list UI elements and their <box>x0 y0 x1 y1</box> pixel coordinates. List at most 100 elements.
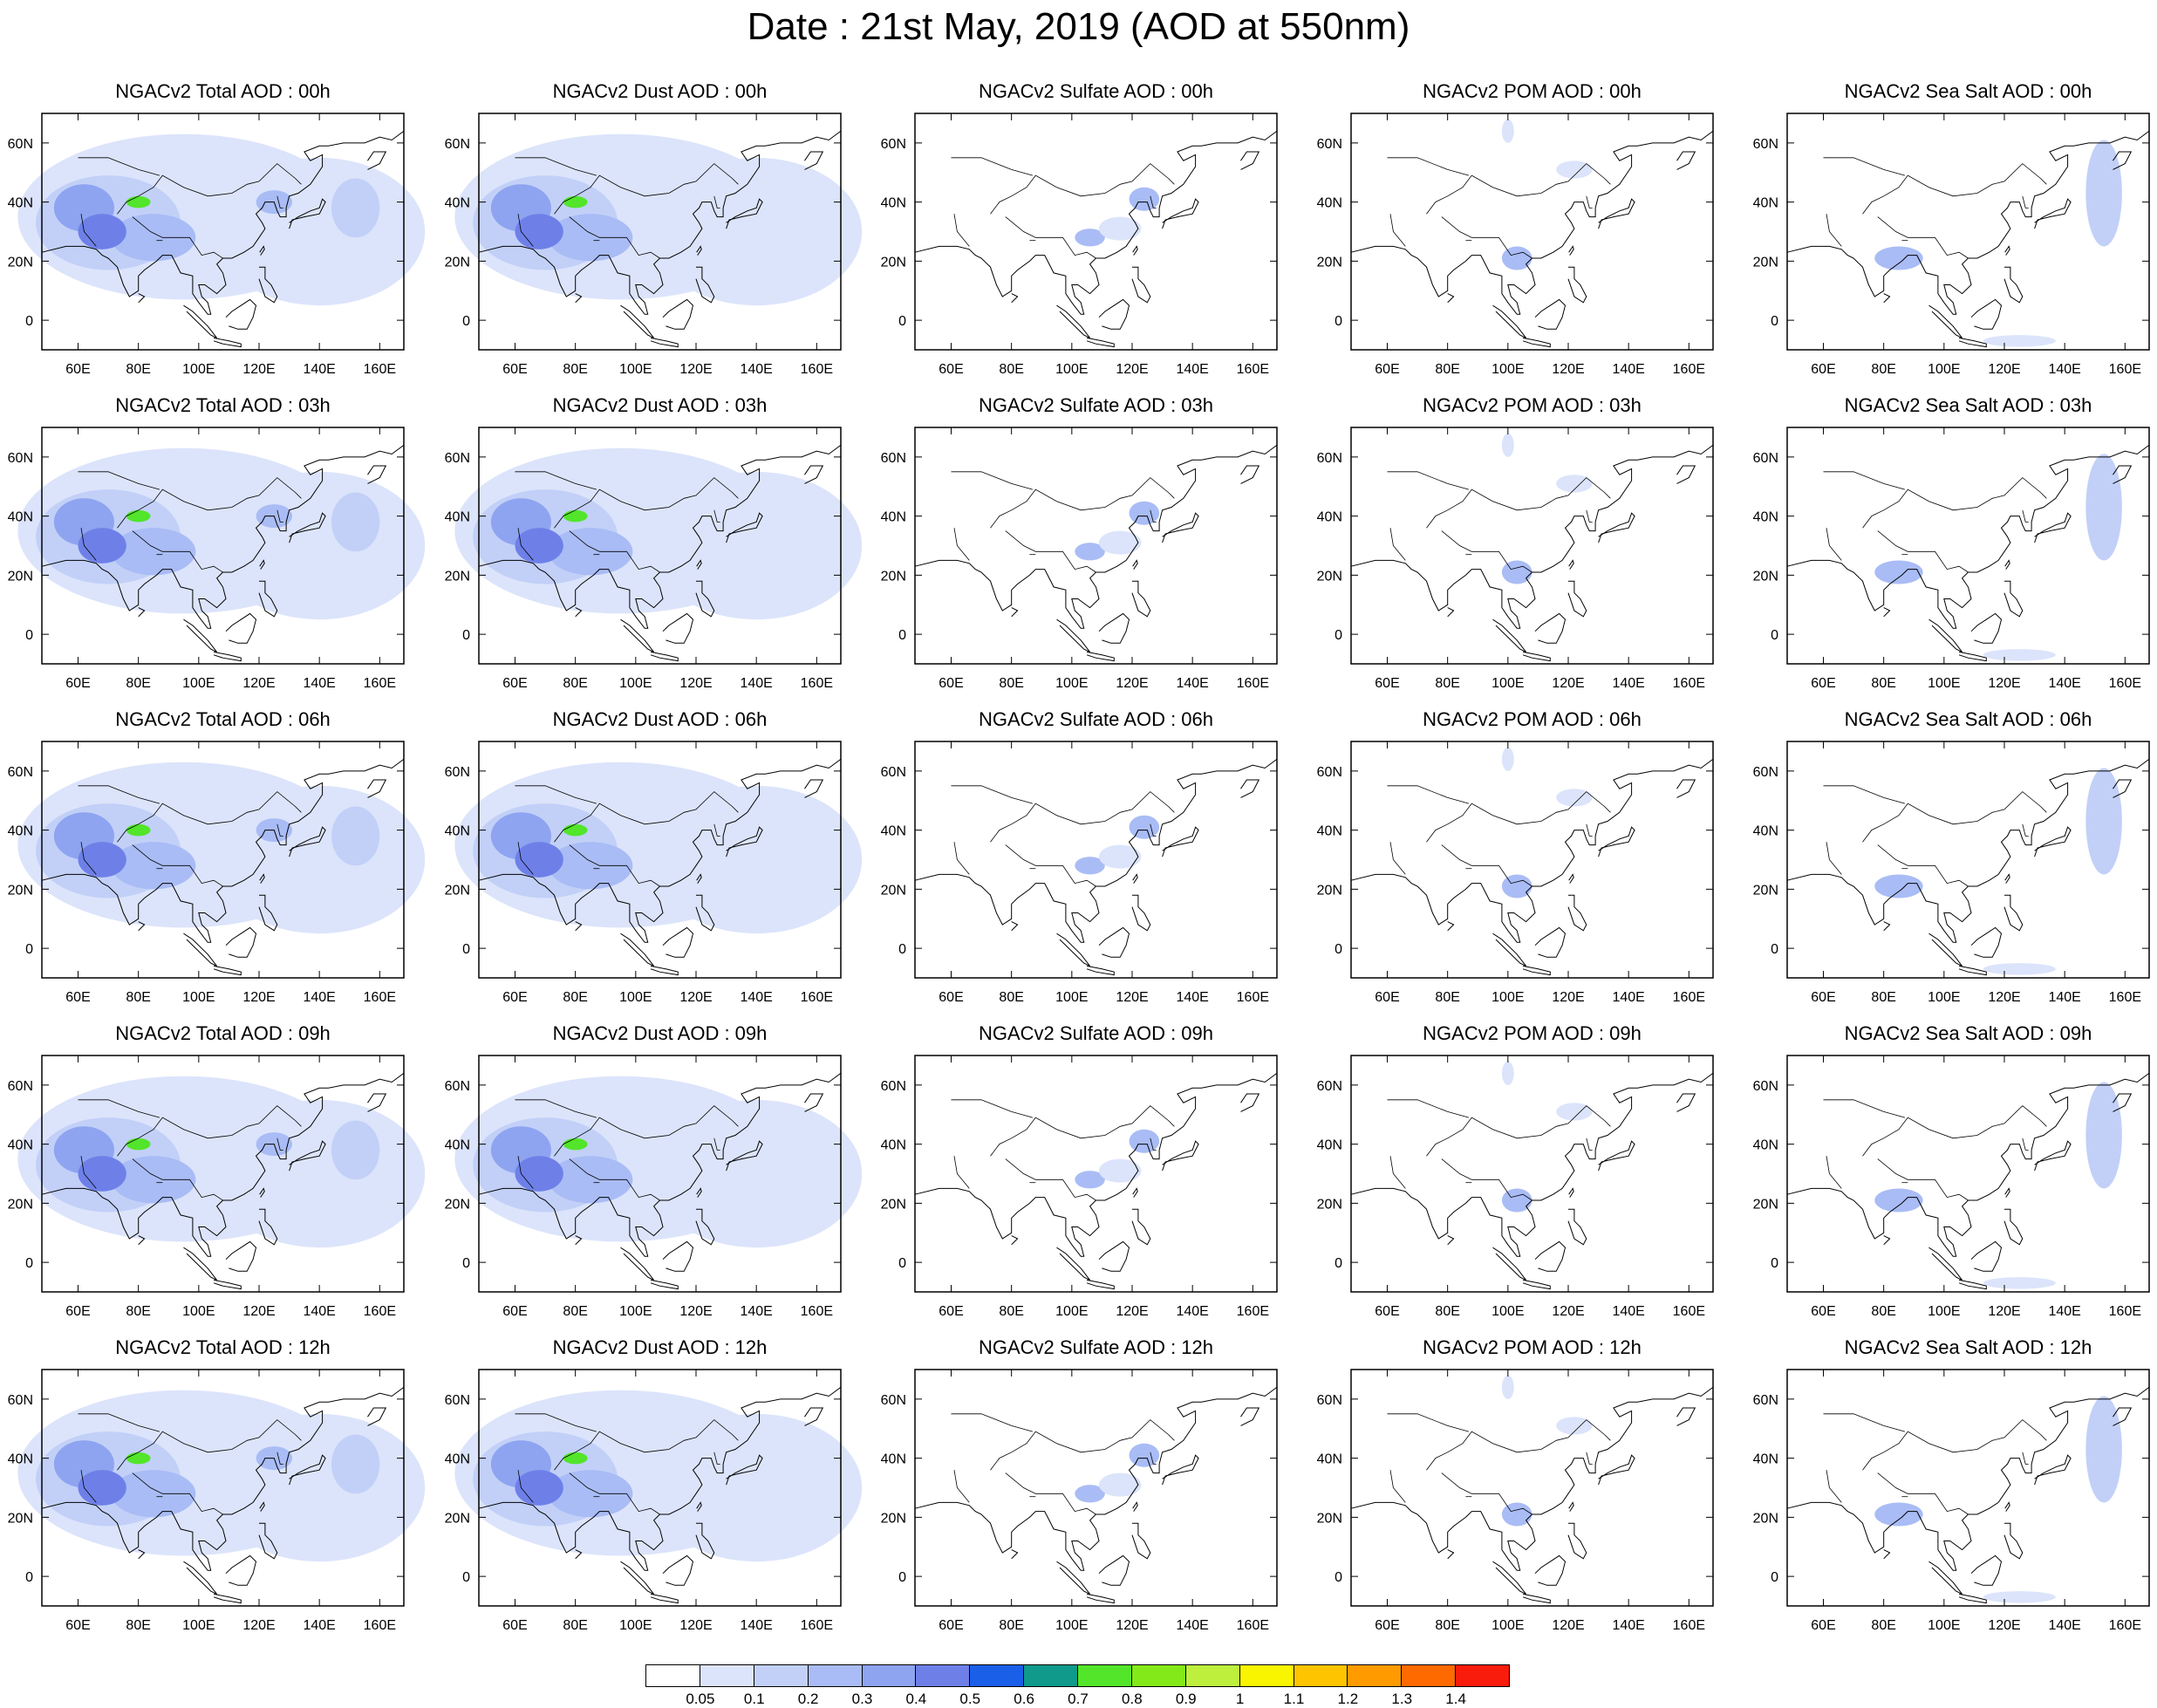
coastline <box>1522 337 1551 348</box>
coastline <box>726 1140 763 1172</box>
colorbar-label: 0.6 <box>1014 1691 1034 1707</box>
coastline <box>620 1247 654 1281</box>
aod-region <box>331 492 380 552</box>
x-tick-label: 100E <box>182 362 215 377</box>
x-tick-label: 100E <box>1055 1618 1088 1633</box>
coastline <box>1086 651 1115 662</box>
coastline <box>1240 151 1260 170</box>
country-border <box>554 163 739 215</box>
y-tick-label: 40N <box>445 510 470 525</box>
country-border <box>1826 528 1842 561</box>
coastline <box>1350 1369 1714 1571</box>
coastlines <box>478 1369 842 1604</box>
y-tick-label: 60N <box>1317 1393 1342 1408</box>
aod-region <box>548 1156 633 1204</box>
coastline <box>914 1369 1278 1571</box>
coastlines <box>1350 1369 1714 1604</box>
x-tick-label: 160E <box>1237 990 1269 1005</box>
aod-field <box>1501 433 1593 584</box>
country-border <box>2022 823 2029 837</box>
map-panel: NGACv2 Sulfate AOD : 00h 60E 80E 100E 120E 14… <box>881 80 1278 377</box>
country-border <box>2022 1138 2029 1151</box>
y-tick-label: 40N <box>881 1138 906 1153</box>
coastline <box>695 266 715 304</box>
coastline <box>726 198 763 229</box>
country-border <box>1387 1413 1470 1432</box>
colorbar-box <box>1239 1664 1294 1687</box>
coastline <box>1568 245 1574 256</box>
country-border <box>132 530 223 573</box>
country-border <box>1426 163 1611 215</box>
aod-region <box>1501 874 1532 898</box>
aod-region <box>1075 1485 1105 1503</box>
country-border <box>1389 214 1406 247</box>
x-tick-label: 60E <box>1811 1618 1835 1633</box>
aod-region <box>548 528 633 576</box>
coastline <box>1958 337 1987 348</box>
main-title: Date : 21st May, 2019 (AOD at 550nm) <box>747 5 1410 48</box>
x-tick-label: 160E <box>1673 362 1705 377</box>
country-border <box>80 842 97 875</box>
x-tick-label: 80E <box>126 676 150 691</box>
x-tick-label: 140E <box>740 1618 772 1633</box>
country-border <box>1586 195 1593 208</box>
x-tick-label: 60E <box>65 362 90 377</box>
y-tick-label: 20N <box>445 883 470 898</box>
country-border <box>80 1156 97 1189</box>
coastlines <box>1786 1055 2150 1290</box>
coastline <box>2004 873 2010 884</box>
x-tick-label: 160E <box>801 1618 833 1633</box>
coastline <box>914 741 1278 943</box>
x-tick-label: 60E <box>1375 676 1399 691</box>
country-border <box>1862 1105 2047 1157</box>
country-border <box>132 844 223 887</box>
aod-region <box>563 1452 588 1465</box>
x-tick-label: 140E <box>1176 990 1208 1005</box>
y-tick-label: 40N <box>8 510 33 525</box>
y-tick-label: 40N <box>8 196 33 211</box>
coastline <box>696 1187 702 1198</box>
colorbar-label: 0.2 <box>797 1691 819 1707</box>
y-tick-label: 40N <box>445 1452 470 1467</box>
x-tick-label: 100E <box>182 676 215 691</box>
colorbar-label: 1.3 <box>1391 1691 1413 1707</box>
y-tick-label: 40N <box>1317 1138 1342 1153</box>
coastline <box>2003 580 2024 618</box>
y-tick-label: 20N <box>445 1197 470 1212</box>
coastline <box>696 873 702 884</box>
plot-frame <box>478 427 842 665</box>
x-tick-label: 140E <box>1176 362 1208 377</box>
x-tick-label: 100E <box>619 1618 652 1633</box>
country-border <box>1150 509 1157 523</box>
map-plot: 60E 80E 100E 120E 140E 160E 60N 40N 20N 0 <box>1317 427 1714 691</box>
coastline <box>1011 1549 1019 1560</box>
coastline <box>258 1522 278 1560</box>
aod-field <box>1501 119 1593 270</box>
x-tick-label: 160E <box>1237 676 1269 691</box>
y-tick-label: 60N <box>1317 137 1342 152</box>
map-panel: NGACv2 Sea Salt AOD : 12h 60E 80E 100E 120E 1… <box>1753 1336 2150 1633</box>
coastline <box>1132 245 1138 256</box>
coastline <box>1534 1240 1567 1272</box>
x-tick-label: 80E <box>1871 362 1895 377</box>
x-tick-label: 80E <box>1871 1304 1895 1319</box>
plot-frame <box>1786 1055 2150 1293</box>
coastline <box>259 559 265 570</box>
coastline <box>367 151 387 170</box>
aod-region <box>1874 1188 1923 1213</box>
plot-frame <box>1350 113 1714 351</box>
plot-frame <box>41 113 405 351</box>
coastline <box>213 337 242 348</box>
aod-region <box>1098 1158 1142 1183</box>
panel-title: NGACv2 Total AOD : 12h <box>115 1336 331 1358</box>
colorbar-box <box>969 1664 1025 1687</box>
coastline <box>1928 1247 1962 1281</box>
coastline <box>2034 826 2072 857</box>
x-tick-label: 60E <box>65 990 90 1005</box>
country-border <box>80 1470 97 1503</box>
country-border <box>117 477 302 529</box>
x-tick-label: 60E <box>1811 362 1835 377</box>
coastline <box>695 1522 715 1560</box>
x-tick-label: 140E <box>303 676 335 691</box>
